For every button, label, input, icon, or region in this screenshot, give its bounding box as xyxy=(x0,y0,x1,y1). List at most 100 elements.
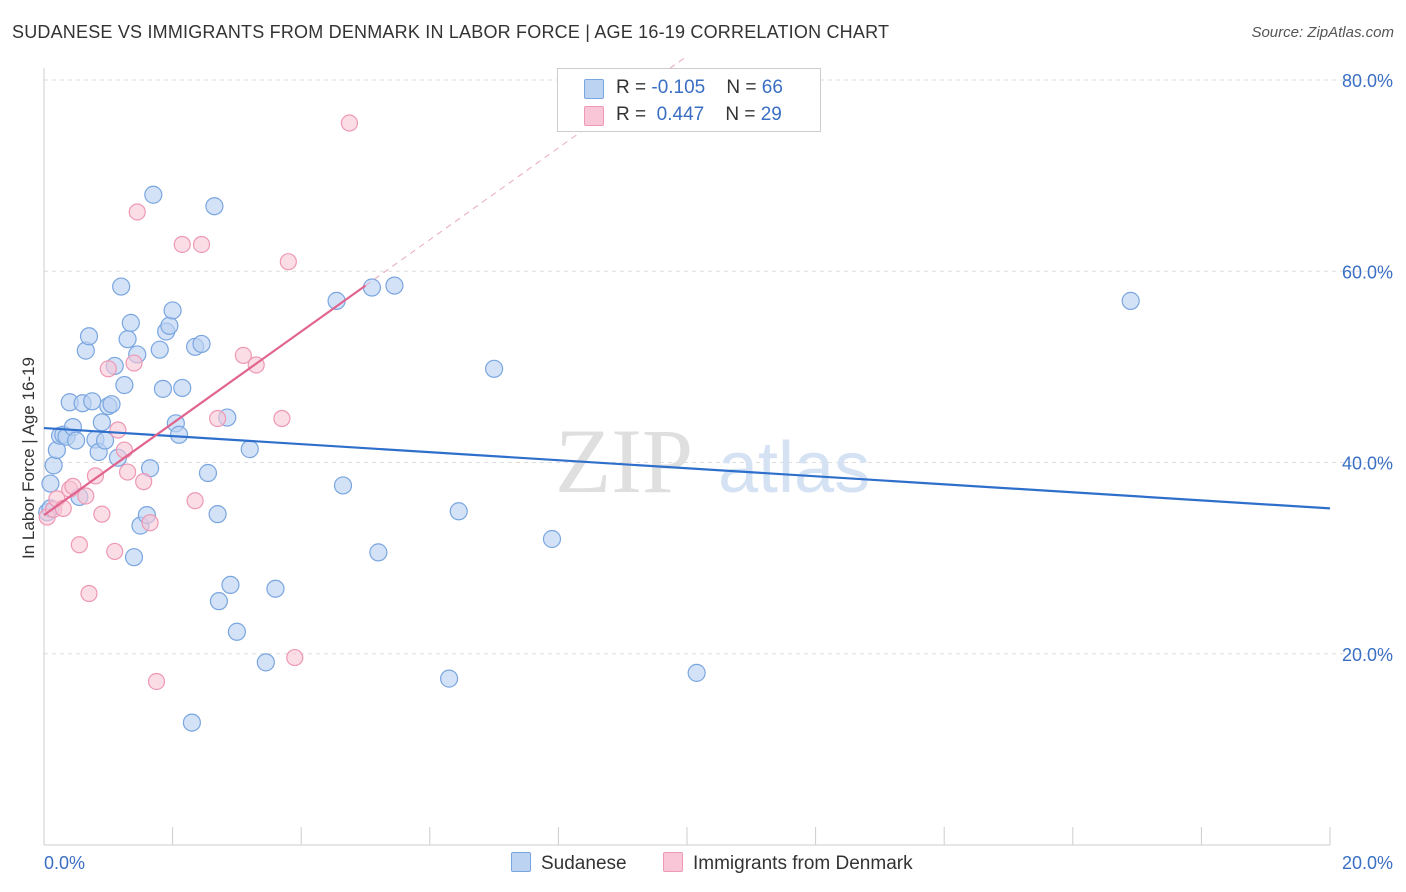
sudanese-point xyxy=(221,575,240,595)
denmark-point xyxy=(80,584,98,603)
x-tick-label: 20.0% xyxy=(1342,853,1393,873)
sudanese-points xyxy=(38,185,1140,732)
trend-lines xyxy=(43,55,1331,516)
sudanese-point xyxy=(182,713,201,732)
source-label: Source: ZipAtlas.com xyxy=(1251,24,1394,41)
y-tick-label: 40.0% xyxy=(1342,454,1393,474)
sudanese-point xyxy=(227,622,246,641)
chart-title: SUDANESE VS IMMIGRANTS FROM DENMARK IN L… xyxy=(12,22,890,42)
sudanese-point xyxy=(266,579,285,598)
denmark-point xyxy=(286,648,304,667)
y-tick-label: 60.0% xyxy=(1342,262,1393,282)
bottom-legend-denmark: Immigrants from Denmark xyxy=(663,852,913,875)
denmark-point xyxy=(340,114,359,132)
denmark-point xyxy=(279,253,297,271)
denmark-trend-line xyxy=(43,284,367,516)
sudanese-point xyxy=(169,425,189,444)
y-tick-label: 20.0% xyxy=(1342,645,1393,665)
watermark-atlas: atlas xyxy=(718,428,870,508)
y-tick-label: 80.0% xyxy=(1342,71,1393,91)
gridlines xyxy=(44,79,1392,655)
denmark-point xyxy=(106,542,124,561)
sudanese-point xyxy=(112,277,131,296)
sudanese-point xyxy=(256,653,275,672)
sudanese-point xyxy=(173,378,192,398)
sudanese-point xyxy=(144,185,163,204)
sudanese-point xyxy=(150,340,169,359)
sudanese-point xyxy=(121,313,140,332)
denmark-point xyxy=(77,487,95,505)
denmark-point xyxy=(209,409,227,428)
denmark-point xyxy=(147,672,166,691)
denmark-point xyxy=(128,203,146,221)
denmark-point xyxy=(93,505,111,523)
sudanese-point xyxy=(362,278,382,297)
legend-swatch-denmark xyxy=(584,106,604,126)
sudanese-point xyxy=(369,543,388,562)
sudanese-point xyxy=(542,529,562,549)
denmark-point xyxy=(173,235,191,254)
sudanese-point xyxy=(79,327,99,346)
bottom-swatch-sudanese xyxy=(511,852,531,872)
sudanese-point xyxy=(163,301,182,320)
bottom-swatch-denmark xyxy=(663,852,683,872)
denmark-point xyxy=(54,499,72,517)
legend-n-value: 66 xyxy=(761,77,783,98)
sudanese-point xyxy=(385,276,404,295)
stats-legend: R = -0.105 N = 66 R = 0.447 N = 29 xyxy=(557,68,821,132)
denmark-point xyxy=(186,492,204,510)
denmark-point xyxy=(99,360,117,378)
sudanese-point xyxy=(1121,291,1140,310)
denmark-point xyxy=(115,441,133,459)
denmark-point xyxy=(125,354,143,372)
sudanese-point xyxy=(439,669,459,688)
bottom-legend-label: Sudanese xyxy=(541,853,627,874)
sudanese-trend-line xyxy=(43,426,1331,510)
bottom-legend-sudanese: Sudanese xyxy=(511,852,627,875)
denmark-point xyxy=(109,421,127,439)
denmark-point xyxy=(141,514,159,532)
sudanese-point xyxy=(192,334,211,354)
denmark-point xyxy=(192,235,211,254)
sudanese-point xyxy=(208,505,227,524)
sudanese-point xyxy=(41,474,60,493)
sudanese-point xyxy=(44,456,63,475)
watermark: ZIP atlas xyxy=(555,410,870,512)
denmark-point xyxy=(70,536,88,554)
denmark-point xyxy=(118,463,137,481)
sudanese-point xyxy=(209,592,228,611)
denmark-point xyxy=(135,473,153,491)
sudanese-point xyxy=(198,463,218,483)
bottom-legend-label: Immigrants from Denmark xyxy=(693,853,913,874)
sudanese-point xyxy=(205,197,224,216)
sudanese-point xyxy=(687,663,706,682)
sudanese-point xyxy=(115,375,134,395)
sudanese-point xyxy=(67,431,86,450)
sudanese-point xyxy=(153,379,173,398)
sudanese-point xyxy=(485,359,504,378)
sudanese-point xyxy=(240,440,259,459)
sudanese-point xyxy=(449,502,468,521)
legend-r-label: R = xyxy=(616,104,652,125)
y-axis-title: In Labor Force | Age 16-19 xyxy=(19,357,38,559)
legend-n-label: N = xyxy=(726,77,762,98)
sudanese-point xyxy=(124,548,144,567)
sudanese-point xyxy=(333,476,353,495)
legend-r-value: 0.447 xyxy=(651,104,705,125)
sudanese-point xyxy=(92,413,111,432)
legend-n-value: 29 xyxy=(760,104,782,125)
x-tick-label: 0.0% xyxy=(44,853,85,873)
sudanese-point xyxy=(160,316,179,335)
denmark-point xyxy=(234,346,252,364)
denmark-point xyxy=(273,409,291,428)
legend-r-label: R = xyxy=(616,77,652,98)
sudanese-point xyxy=(83,392,102,411)
axis-labels: 20.0% 40.0% 60.0% 80.0% 0.0% 20.0% In Labor Fo… xyxy=(19,71,1393,873)
sudanese-point xyxy=(118,330,137,349)
sudanese-point xyxy=(102,395,121,414)
legend-swatch-sudanese xyxy=(584,79,604,99)
axes xyxy=(43,68,1331,846)
legend-n-label: N = xyxy=(725,104,761,125)
legend-r-value: -0.105 xyxy=(651,77,706,98)
